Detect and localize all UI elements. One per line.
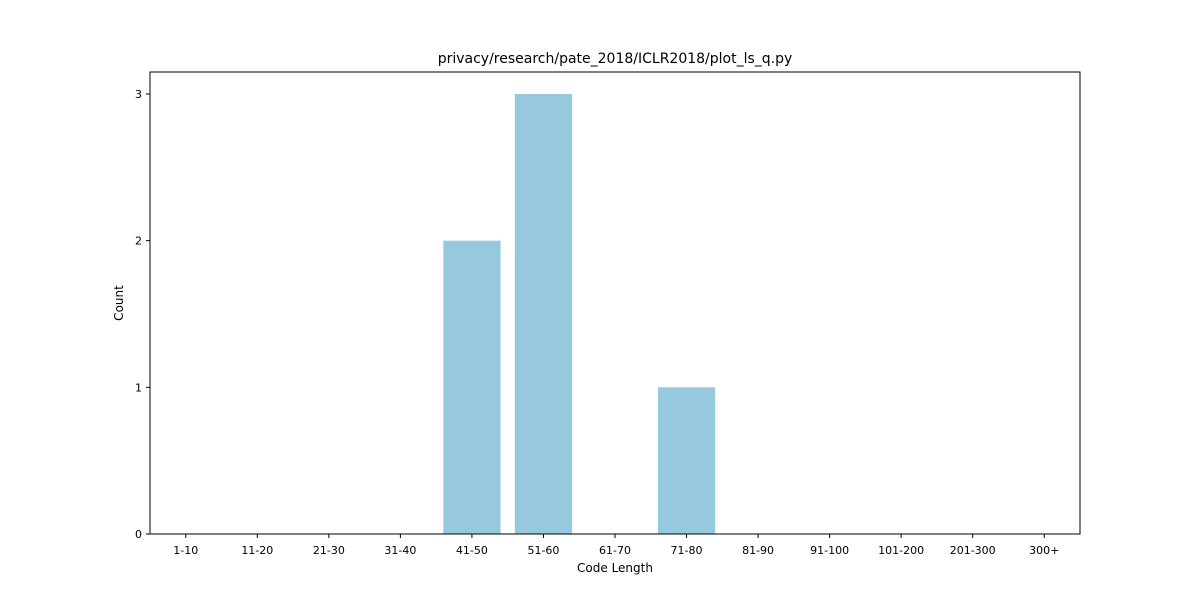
x-tick-label: 1-10 xyxy=(173,544,198,557)
x-tick-label: 300+ xyxy=(1029,544,1059,557)
x-tick-label: 201-300 xyxy=(950,544,996,557)
y-tick-label: 0 xyxy=(135,528,142,541)
x-tick-label: 61-70 xyxy=(599,544,631,557)
y-tick-label: 3 xyxy=(135,88,142,101)
bar-51-60 xyxy=(514,94,573,534)
x-tick-label: 91-100 xyxy=(810,544,849,557)
plot-frame xyxy=(149,71,1081,535)
x-tick-label: 41-50 xyxy=(456,544,488,557)
x-tick-label: 51-60 xyxy=(527,544,559,557)
x-tick-label: 71-80 xyxy=(671,544,703,557)
x-tick-label: 21-30 xyxy=(313,544,345,557)
x-tick-label: 31-40 xyxy=(384,544,416,557)
y-axis: 0 1 2 3 xyxy=(135,88,150,541)
chart-title: privacy/research/pate_2018/ICLR2018/plot… xyxy=(438,51,793,67)
y-axis-label: Count xyxy=(112,285,126,321)
bars-group xyxy=(443,94,716,535)
x-tick-label: 81-90 xyxy=(742,544,774,557)
y-tick-label: 1 xyxy=(135,381,142,394)
y-tick-label: 2 xyxy=(135,235,142,248)
bar-71-80 xyxy=(657,387,716,534)
x-axis: 1-10 11-20 21-30 31-40 41-50 51-60 61-70 71-80 8… xyxy=(173,534,1059,557)
x-tick-label: 101-200 xyxy=(878,544,924,557)
bar-41-50 xyxy=(443,240,501,535)
x-axis-label: Code Length xyxy=(577,561,653,575)
x-tick-label: 11-20 xyxy=(241,544,273,557)
